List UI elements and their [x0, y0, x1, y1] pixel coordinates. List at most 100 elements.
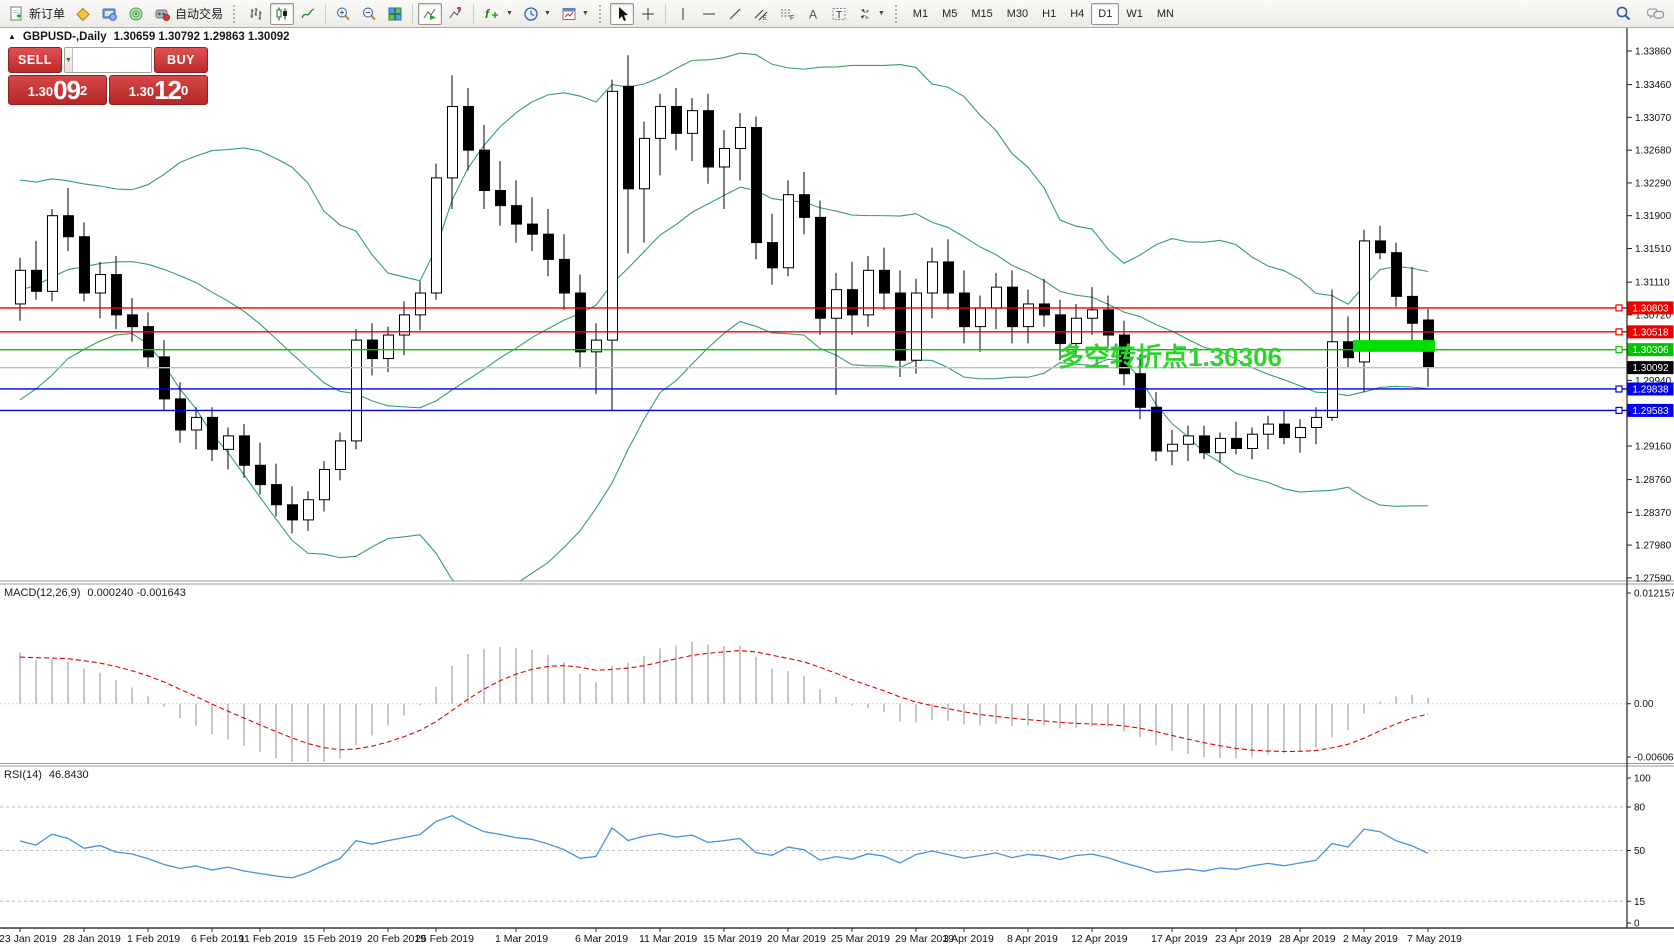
panel-collapse-arrow[interactable]: ▲ [8, 32, 16, 41]
time-tick-label: 3 Apr 2019 [943, 933, 994, 945]
price-badge-label: 1.30803 [1632, 303, 1669, 314]
bull-candle [783, 194, 794, 269]
time-axis[interactable]: 23 Jan 2019 28 Jan 2019 1 Feb 2019 6 Feb 20… [0, 928, 1462, 945]
tile-windows-button[interactable] [383, 3, 407, 25]
timeframe-m30[interactable]: M30 [1006, 7, 1029, 20]
trendline-button[interactable] [723, 3, 747, 25]
equidistant-channel-button[interactable]: E [749, 3, 773, 25]
indicators-button[interactable]: f ▼ [479, 3, 517, 25]
text-a-icon: A [809, 7, 817, 21]
macd-name: MACD(12,26,9) [4, 587, 81, 599]
navigator-button[interactable] [124, 3, 148, 25]
price-badge-label: 1.30518 [1632, 327, 1669, 338]
zoom-in-icon [337, 7, 350, 20]
text-button[interactable]: A [801, 3, 825, 25]
buy-price-box[interactable]: 1.30 12 0 [109, 75, 208, 105]
axis-tick-label: 1.28760 [1635, 475, 1672, 486]
toolbar-separator [325, 3, 327, 24]
time-tick-label: 15 Feb 2019 [303, 933, 362, 945]
arrows-button[interactable]: ▼ [853, 3, 889, 25]
bear-candle [175, 398, 186, 431]
bear-candle [463, 105, 474, 151]
bear-candle [1279, 423, 1290, 439]
rsi-name: RSI(14) [4, 769, 42, 781]
bull-candle [863, 269, 874, 316]
timeframe-m15[interactable]: M15 [971, 7, 993, 20]
level-marker [1615, 346, 1623, 354]
chart-shift-button[interactable] [444, 3, 468, 25]
chat-button[interactable] [1642, 3, 1669, 25]
new-order-button[interactable]: 新订单 [5, 3, 69, 25]
terminal-button[interactable] [97, 3, 122, 25]
timeframe-d1[interactable]: D1 [1091, 2, 1120, 25]
navigator-icon [129, 7, 143, 20]
macd-pane[interactable] [0, 641, 1627, 766]
volume-input[interactable] [72, 48, 151, 72]
metaeditor-button[interactable] [71, 3, 95, 25]
new-order-label: 新订单 [29, 7, 66, 21]
bear-candle [815, 216, 826, 319]
price-badge-label: 1.29583 [1632, 406, 1669, 417]
timeframe-m1[interactable]: M1 [912, 7, 929, 20]
tile-windows-icon [388, 7, 402, 20]
rsi-value: 46.8430 [48, 769, 89, 781]
volume-decrease-button[interactable]: ▼ [65, 48, 73, 72]
bar-chart-button[interactable] [244, 3, 268, 25]
search-icon [1616, 6, 1631, 21]
periods-button[interactable]: ▼ [519, 3, 555, 25]
rsi-pane[interactable] [0, 806, 1627, 902]
level-marker [1615, 385, 1623, 393]
price-axis[interactable]: 1.33860 1.33460 1.33070 1.32680 1.32290 1.319… [1615, 47, 1674, 930]
bear-candle [1407, 295, 1418, 324]
candlestick-chart-button[interactable] [270, 2, 295, 25]
time-tick-label: 11 Feb 2019 [239, 933, 297, 945]
timeframe-m5[interactable]: M5 [942, 7, 958, 20]
bear-candle [239, 435, 250, 466]
bear-candle [79, 236, 90, 294]
zoom-out-button[interactable] [357, 3, 381, 25]
bear-candle [943, 261, 954, 294]
svg-text:T: T [836, 10, 842, 21]
sell-button[interactable]: SELL [8, 47, 62, 73]
fibonacci-button[interactable]: F [775, 3, 799, 25]
chart-annotation-text[interactable]: 多空转折点1.30306 [1058, 342, 1282, 372]
search-button[interactable] [1611, 3, 1636, 25]
toolbar-drag-handle[interactable] [233, 4, 238, 23]
zoom-in-button[interactable] [331, 3, 355, 25]
toolbar-drag-handle[interactable] [598, 4, 604, 23]
bear-candle [1135, 373, 1146, 408]
macd-axis-label: 0.012157 [1634, 589, 1674, 600]
text-label-button[interactable]: T [827, 3, 851, 25]
cursor-button[interactable] [609, 2, 634, 25]
bear-candle [127, 314, 138, 328]
buy-button[interactable]: BUY [154, 47, 208, 73]
crosshair-button[interactable] [636, 3, 660, 25]
bull-candle [975, 307, 986, 328]
chart-shift-icon [449, 6, 462, 18]
vertical-line-button[interactable] [671, 3, 695, 25]
bull-candle [1183, 435, 1194, 445]
horizontal-line-button[interactable] [697, 3, 721, 25]
autotrading-button[interactable]: 自动交易 [150, 3, 227, 25]
timeframe-w1[interactable]: W1 [1126, 7, 1143, 20]
sell-price-box[interactable]: 1.30 09 2 [8, 75, 107, 105]
templates-button[interactable]: ▼ [557, 3, 593, 25]
highlight-rectangle[interactable] [1353, 340, 1435, 352]
price-badge [1627, 343, 1674, 357]
ohlc-readout: 1.30659 1.30792 1.29863 1.30092 [113, 31, 290, 43]
auto-scroll-button[interactable] [418, 2, 443, 25]
timeframe-h1[interactable]: H1 [1042, 7, 1057, 20]
toolbar-drag-handle[interactable] [894, 4, 900, 23]
new-order-icon [10, 6, 22, 20]
main-pane[interactable] [0, 52, 1627, 593]
time-tick-label: 7 May 2019 [1407, 933, 1462, 945]
macd-label: MACD(12,26,9) 0.000240 -0.001643 [4, 587, 186, 599]
timeframe-mn[interactable]: MN [1156, 7, 1174, 20]
rsi-label: RSI(14) 46.8430 [4, 769, 89, 781]
rsi-axis-label: 80 [1634, 803, 1646, 814]
line-chart-button[interactable] [296, 3, 320, 25]
timeframe-h4[interactable]: H4 [1070, 7, 1085, 20]
